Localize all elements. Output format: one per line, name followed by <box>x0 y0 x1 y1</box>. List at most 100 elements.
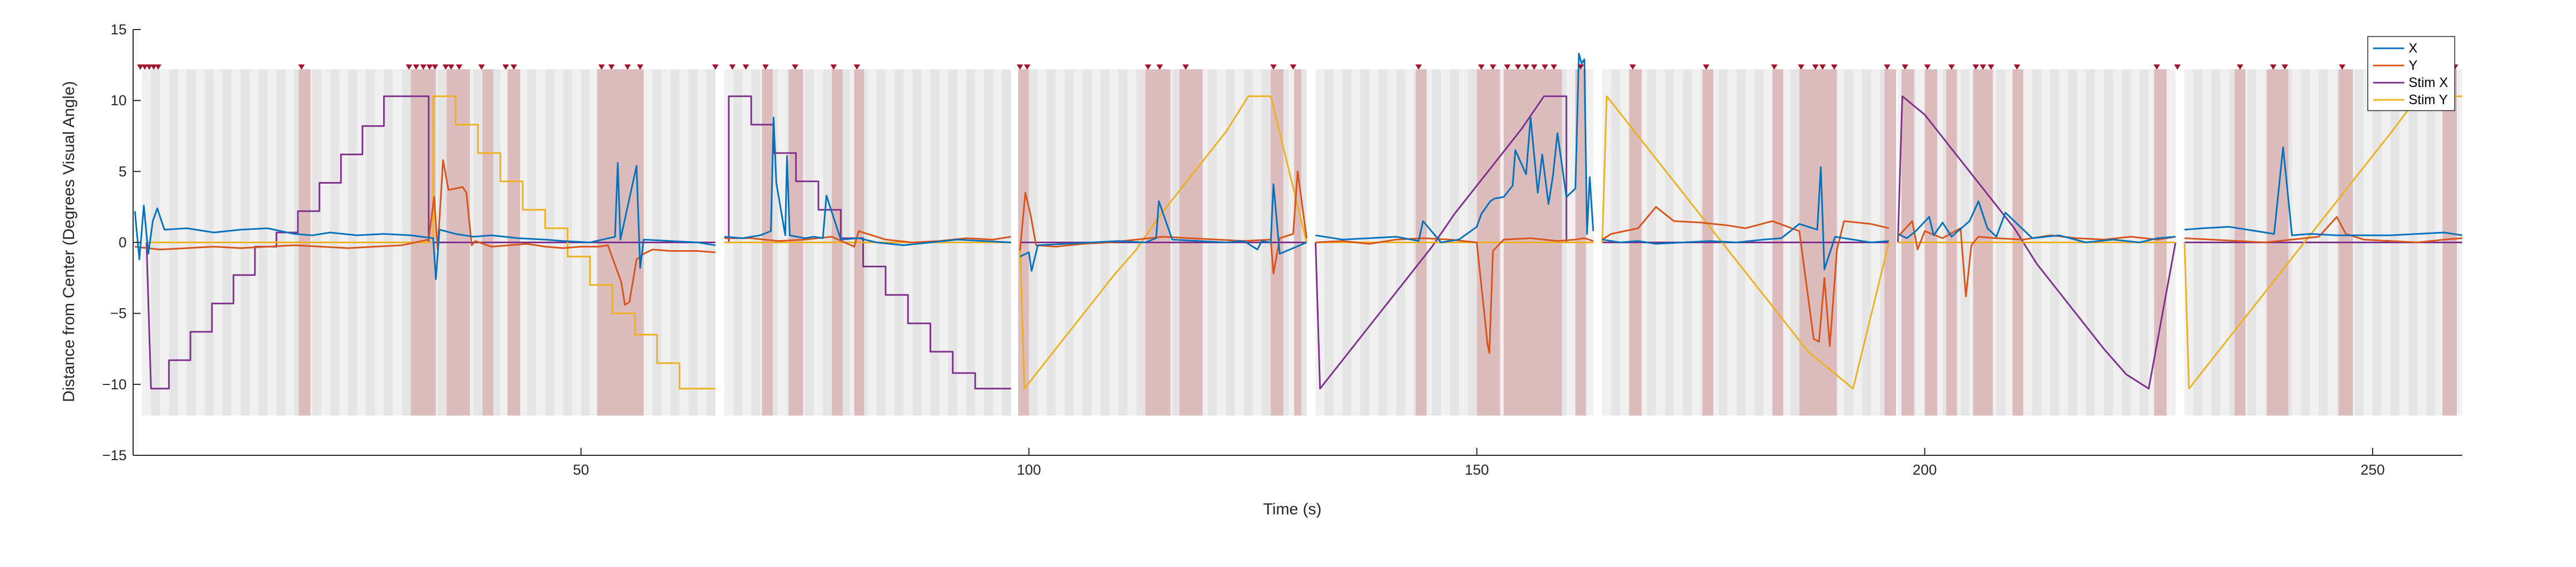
series-line-y <box>135 159 716 306</box>
series-line-stim-x <box>724 95 1011 390</box>
series-line-x <box>724 117 1011 246</box>
series-line-stim-y <box>1601 95 1890 390</box>
event-marker <box>1016 64 1023 70</box>
highlight-interval <box>1884 69 1897 416</box>
event-marker <box>426 64 433 70</box>
series-line-y <box>1601 206 1890 347</box>
event-marker <box>1629 64 1636 70</box>
event-marker <box>792 64 799 70</box>
event-marker <box>1884 64 1891 70</box>
series-line-x <box>1897 200 2176 243</box>
event-marker <box>1290 64 1297 70</box>
x-tick-label: 150 <box>1465 462 1489 478</box>
event-marker <box>1812 64 1819 70</box>
series-line-y <box>2184 216 2462 243</box>
x-tick-label: 250 <box>2361 462 2385 478</box>
legend: XY Stim X Stim Y <box>2367 36 2455 111</box>
event-marker <box>712 64 719 70</box>
y-tick-label: 15 <box>111 21 127 38</box>
event-marker <box>1577 64 1584 70</box>
event-marker <box>830 64 837 70</box>
event-marker <box>1182 64 1189 70</box>
event-marker <box>1478 64 1485 70</box>
event-marker <box>1972 64 1979 70</box>
y-tick-label: 10 <box>111 92 127 108</box>
event-marker <box>1504 64 1511 70</box>
legend-label: Stim Y <box>2409 92 2448 107</box>
event-marker <box>2174 64 2181 70</box>
event-marker <box>742 64 749 70</box>
event-marker <box>420 64 427 70</box>
series-line-x <box>134 162 716 280</box>
series-line-stim-y <box>1019 95 1308 390</box>
x-tick-label: 100 <box>1017 462 1041 478</box>
event-marker <box>729 64 736 70</box>
event-marker <box>1415 64 1422 70</box>
event-marker <box>1831 64 1838 70</box>
y-axis-label: Distance from Center (Degrees Visual Ang… <box>60 81 78 402</box>
y-tick-label: −15 <box>102 447 127 463</box>
event-marker <box>608 64 615 70</box>
event-marker <box>406 64 413 70</box>
event-marker <box>298 64 305 70</box>
event-marker <box>1798 64 1805 70</box>
event-marker <box>146 64 153 70</box>
event-marker <box>1270 64 1277 70</box>
event-marker <box>413 64 420 70</box>
series-line-stim-y <box>147 95 715 390</box>
event-marker <box>1550 64 1557 70</box>
event-marker <box>636 64 643 70</box>
series-lines <box>134 53 2462 390</box>
event-marker <box>1948 64 1955 70</box>
series-line-x <box>2184 146 2462 236</box>
event-marker <box>2270 64 2277 70</box>
series-line-y <box>1897 220 2176 297</box>
event-marker <box>448 64 455 70</box>
event-marker <box>1819 64 1826 70</box>
event-marker <box>150 64 157 70</box>
event-marker <box>1489 64 1496 70</box>
series-line-y <box>1315 237 1594 354</box>
axes: −15 −10 −5 0 5 10 15 50 100 150 200 250 <box>102 21 2462 478</box>
legend-label: Stim X <box>2409 75 2448 90</box>
event-marker <box>1156 64 1163 70</box>
y-tick-label: 5 <box>119 163 127 179</box>
y-tick-label: −5 <box>110 306 127 322</box>
series-line-x <box>1019 183 1307 272</box>
series-line-x <box>1315 53 1594 243</box>
event-marker <box>1901 64 1908 70</box>
event-marker <box>442 64 449 70</box>
series-line-stim-x <box>1897 95 2177 390</box>
event-marker <box>1979 64 1986 70</box>
event-marker <box>2237 64 2244 70</box>
legend-label: X <box>2409 41 2418 56</box>
event-marker <box>2281 64 2288 70</box>
event-marker <box>2153 64 2160 70</box>
event-marker <box>502 64 509 70</box>
series-line-x <box>1602 166 1889 271</box>
plot-area <box>134 53 2462 416</box>
x-axis-label: Time (s) <box>1263 500 1322 518</box>
event-marker <box>1924 64 1931 70</box>
event-marker <box>1987 64 1994 70</box>
event-marker <box>1523 64 1529 70</box>
y-tick-label: 0 <box>119 235 127 251</box>
series-line-y <box>724 230 1012 248</box>
event-marker <box>431 64 438 70</box>
x-tick-label: 200 <box>1913 462 1937 478</box>
event-marker <box>762 64 769 70</box>
event-marker <box>1771 64 1778 70</box>
event-marker <box>853 64 860 70</box>
event-marker <box>2339 64 2346 70</box>
x-tick-label: 50 <box>573 462 589 478</box>
event-marker <box>624 64 631 70</box>
y-tick-label: −10 <box>102 376 127 392</box>
event-marker <box>1023 64 1030 70</box>
event-marker <box>478 64 485 70</box>
event-markers <box>137 64 2458 70</box>
event-marker <box>1145 64 1152 70</box>
event-marker <box>2014 64 2021 70</box>
event-marker <box>1514 64 1521 70</box>
